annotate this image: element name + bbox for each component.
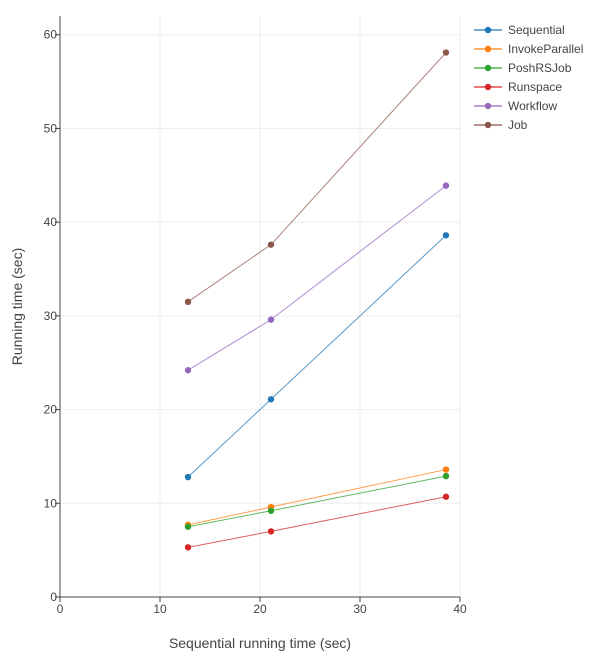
data-point-workflow[interactable]	[267, 316, 275, 323]
y-tick-label: 60	[44, 28, 58, 42]
legend-label-workflow: Workflow	[508, 99, 557, 113]
data-point-job[interactable]	[267, 241, 275, 248]
x-tick-label: 20	[253, 602, 267, 616]
legend-item-runspace[interactable]: Runspace	[474, 80, 562, 94]
legend-item-poshrsjob[interactable]: PoshRSJob	[474, 61, 572, 75]
series-group	[184, 49, 450, 551]
legend-label-job: Job	[508, 118, 528, 132]
series-line-sequential	[187, 234, 447, 478]
series-line-job	[187, 52, 447, 303]
x-tick-label: 30	[353, 602, 367, 616]
data-point-invokeparallel[interactable]	[442, 466, 450, 473]
legend-marker-invokeparallel	[484, 45, 492, 53]
y-tick-label: 40	[44, 215, 58, 229]
data-point-job[interactable]	[442, 49, 450, 56]
data-point-runspace[interactable]	[267, 528, 275, 535]
data-point-sequential[interactable]	[184, 473, 192, 481]
series-line-workflow	[187, 185, 447, 371]
y-tick-label: 20	[44, 403, 58, 417]
y-tick-label: 30	[44, 309, 58, 323]
data-point-job[interactable]	[184, 298, 192, 306]
data-point-workflow[interactable]	[184, 367, 192, 374]
data-point-workflow[interactable]	[442, 182, 450, 189]
legend-item-job[interactable]: Job	[474, 118, 528, 132]
x-tick-label: 0	[57, 602, 64, 616]
legend-label-poshrsjob: PoshRSJob	[508, 61, 572, 75]
data-point-poshrsjob[interactable]	[184, 523, 192, 530]
legend-item-invokeparallel[interactable]: InvokeParallel	[474, 42, 583, 56]
tick-labels: 0 10 20 30 40 0 10 20 30 40 50 60	[44, 28, 467, 616]
legend-marker-job	[484, 121, 492, 129]
legend-item-workflow[interactable]: Workflow	[474, 99, 557, 113]
data-point-runspace[interactable]	[442, 493, 450, 500]
legend[interactable]: Sequential InvokeParallel PoshRSJob Runspac…	[474, 23, 583, 132]
axes	[55, 16, 461, 602]
series-line-invokeparallel	[187, 469, 447, 526]
y-axis-title: Running time (sec)	[9, 248, 25, 366]
legend-label-invokeparallel: InvokeParallel	[508, 42, 583, 56]
x-axis-title: Sequential running time (sec)	[169, 635, 351, 651]
y-tick-label: 50	[44, 121, 58, 135]
legend-label-sequential: Sequential	[508, 23, 565, 37]
legend-marker-sequential	[484, 26, 492, 34]
data-point-sequential[interactable]	[442, 232, 450, 239]
legend-marker-runspace	[484, 83, 492, 91]
data-point-runspace[interactable]	[184, 544, 192, 551]
data-point-sequential[interactable]	[267, 396, 275, 403]
legend-label-runspace: Runspace	[508, 80, 562, 94]
data-point-poshrsjob[interactable]	[442, 472, 450, 480]
y-tick-label: 10	[44, 496, 58, 510]
series-line-runspace	[187, 496, 447, 548]
legend-marker-poshrsjob	[484, 64, 492, 72]
series-line-poshrsjob	[187, 475, 447, 528]
legend-marker-workflow	[484, 102, 492, 110]
y-tick-label: 0	[50, 590, 57, 604]
data-point-poshrsjob[interactable]	[267, 507, 275, 514]
x-tick-label: 40	[453, 602, 467, 616]
x-tick-label: 10	[153, 602, 167, 616]
legend-item-sequential[interactable]: Sequential	[474, 23, 565, 37]
